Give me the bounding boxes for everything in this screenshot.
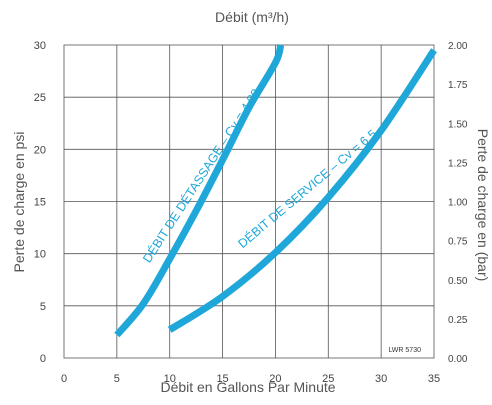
y2-tick-label: 0.75	[448, 237, 468, 248]
y-tick-label: 5	[40, 301, 46, 313]
x-tick-label: 35	[428, 373, 440, 385]
y-tick-label: 20	[34, 144, 46, 156]
x-axis-ticks: 0 5 10 15 20 25 30 35	[61, 373, 440, 385]
y-tick-label: 10	[34, 249, 46, 261]
y2-tick-label: 0.25	[448, 315, 468, 326]
grid	[63, 44, 435, 359]
y-tick-label: 30	[34, 40, 46, 52]
series-line-2	[167, 48, 437, 333]
y-axis-ticks: 0 5 10 15 20 25 30	[34, 40, 46, 365]
x-tick-label: 0	[61, 373, 67, 385]
x-tick-label: 15	[216, 373, 228, 385]
y2-tick-label: 1.75	[448, 80, 468, 91]
y2-tick-label: 1.50	[448, 119, 468, 130]
y2-tick-label: 0.00	[448, 354, 468, 365]
y-tick-label: 15	[34, 197, 46, 209]
x-tick-label: 10	[164, 373, 176, 385]
y2-tick-label: 1.00	[448, 198, 468, 209]
x-tick-label: 25	[322, 373, 334, 385]
x-tick-label: 20	[269, 373, 281, 385]
y2-axis-ticks: 0.00 0.25 0.50 0.75 1.00 1.25 1.50 1.75 2.00	[448, 41, 468, 365]
x-tick-label: 5	[114, 373, 120, 385]
series-line-1	[114, 43, 285, 338]
y-axis-title: Perte de charge en psi	[11, 132, 27, 273]
y2-axis-title: Perte de charge en (bar)	[475, 129, 491, 282]
x-axis-title: Débit en Gallons Par Minute	[160, 379, 335, 395]
y2-tick-label: 2.00	[448, 41, 468, 52]
y2-tick-label: 0.50	[448, 276, 468, 287]
top-axis-title: Débit (m³/h)	[215, 9, 289, 25]
series-label-2: DÉBIT DE SERVICE – Cv = 6.5	[235, 126, 380, 251]
y-tick-label: 25	[34, 92, 46, 104]
x-tick-label: 30	[375, 373, 387, 385]
reference-note: LWR 5730	[388, 347, 421, 354]
y2-tick-label: 1.25	[448, 158, 468, 169]
y-tick-label: 0	[40, 353, 46, 365]
